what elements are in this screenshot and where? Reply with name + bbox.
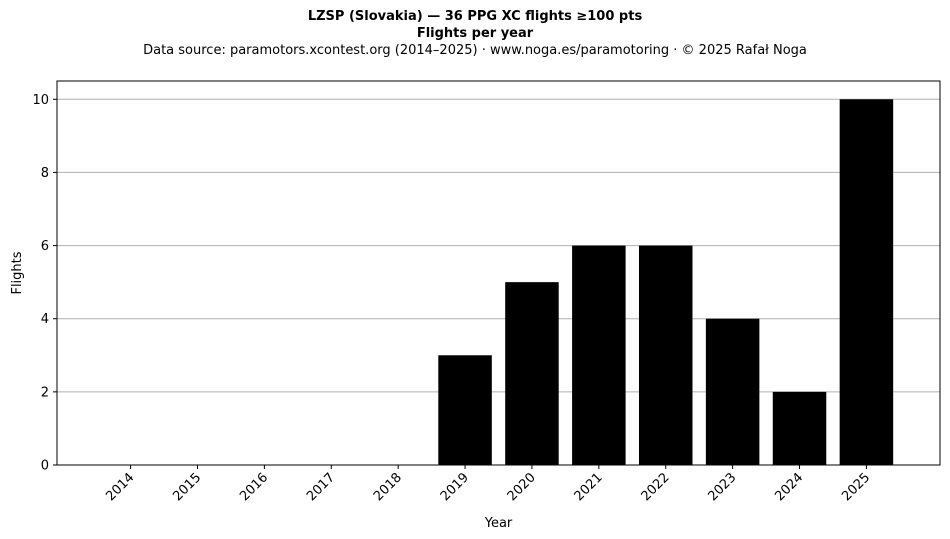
- x-tick-label: 2016: [237, 470, 271, 504]
- y-tick-label: 0: [41, 459, 49, 474]
- x-tick-label: 2022: [639, 470, 673, 504]
- bar-2019: [438, 355, 492, 465]
- chart-subtitle: Flights per year: [416, 26, 534, 41]
- bar-2022: [638, 245, 693, 465]
- y-axis-label: Flights: [10, 251, 25, 294]
- x-axis-label: Year: [484, 516, 513, 531]
- x-tick-label: 2020: [505, 470, 539, 504]
- x-tick-label: 2018: [371, 470, 405, 504]
- bar-2024: [772, 391, 827, 465]
- y-tick-label: 6: [41, 239, 49, 254]
- bar-2021: [572, 245, 626, 465]
- bar-layer: [438, 99, 894, 466]
- x-tick-label: 2021: [572, 470, 606, 504]
- plot-frame: [56, 80, 941, 466]
- x-tick-label: 2015: [170, 470, 204, 504]
- y-tick-label: 10: [32, 93, 49, 108]
- x-tick-label: 2017: [304, 470, 338, 504]
- y-tick-label: 2: [41, 385, 49, 400]
- x-tick-label: 2024: [772, 470, 806, 504]
- x-tick-label: 2023: [705, 470, 739, 504]
- x-tick-label: 2019: [438, 470, 472, 504]
- bar-2025: [839, 99, 894, 466]
- y-tick-label: 8: [41, 166, 49, 181]
- chart-header: LZSP (Slovakia) — 36 PPG XC flights ≥100…: [0, 8, 950, 59]
- chart-title: LZSP (Slovakia) — 36 PPG XC flights ≥100…: [307, 9, 643, 24]
- bar-2020: [505, 282, 559, 465]
- bar-2023: [705, 318, 760, 465]
- x-tick-label: 2025: [839, 470, 873, 504]
- data-source-note: Data source: paramotors.xcontest.org (20…: [143, 43, 807, 58]
- x-tick-label: 2014: [103, 470, 137, 504]
- y-tick-label: 4: [41, 312, 49, 327]
